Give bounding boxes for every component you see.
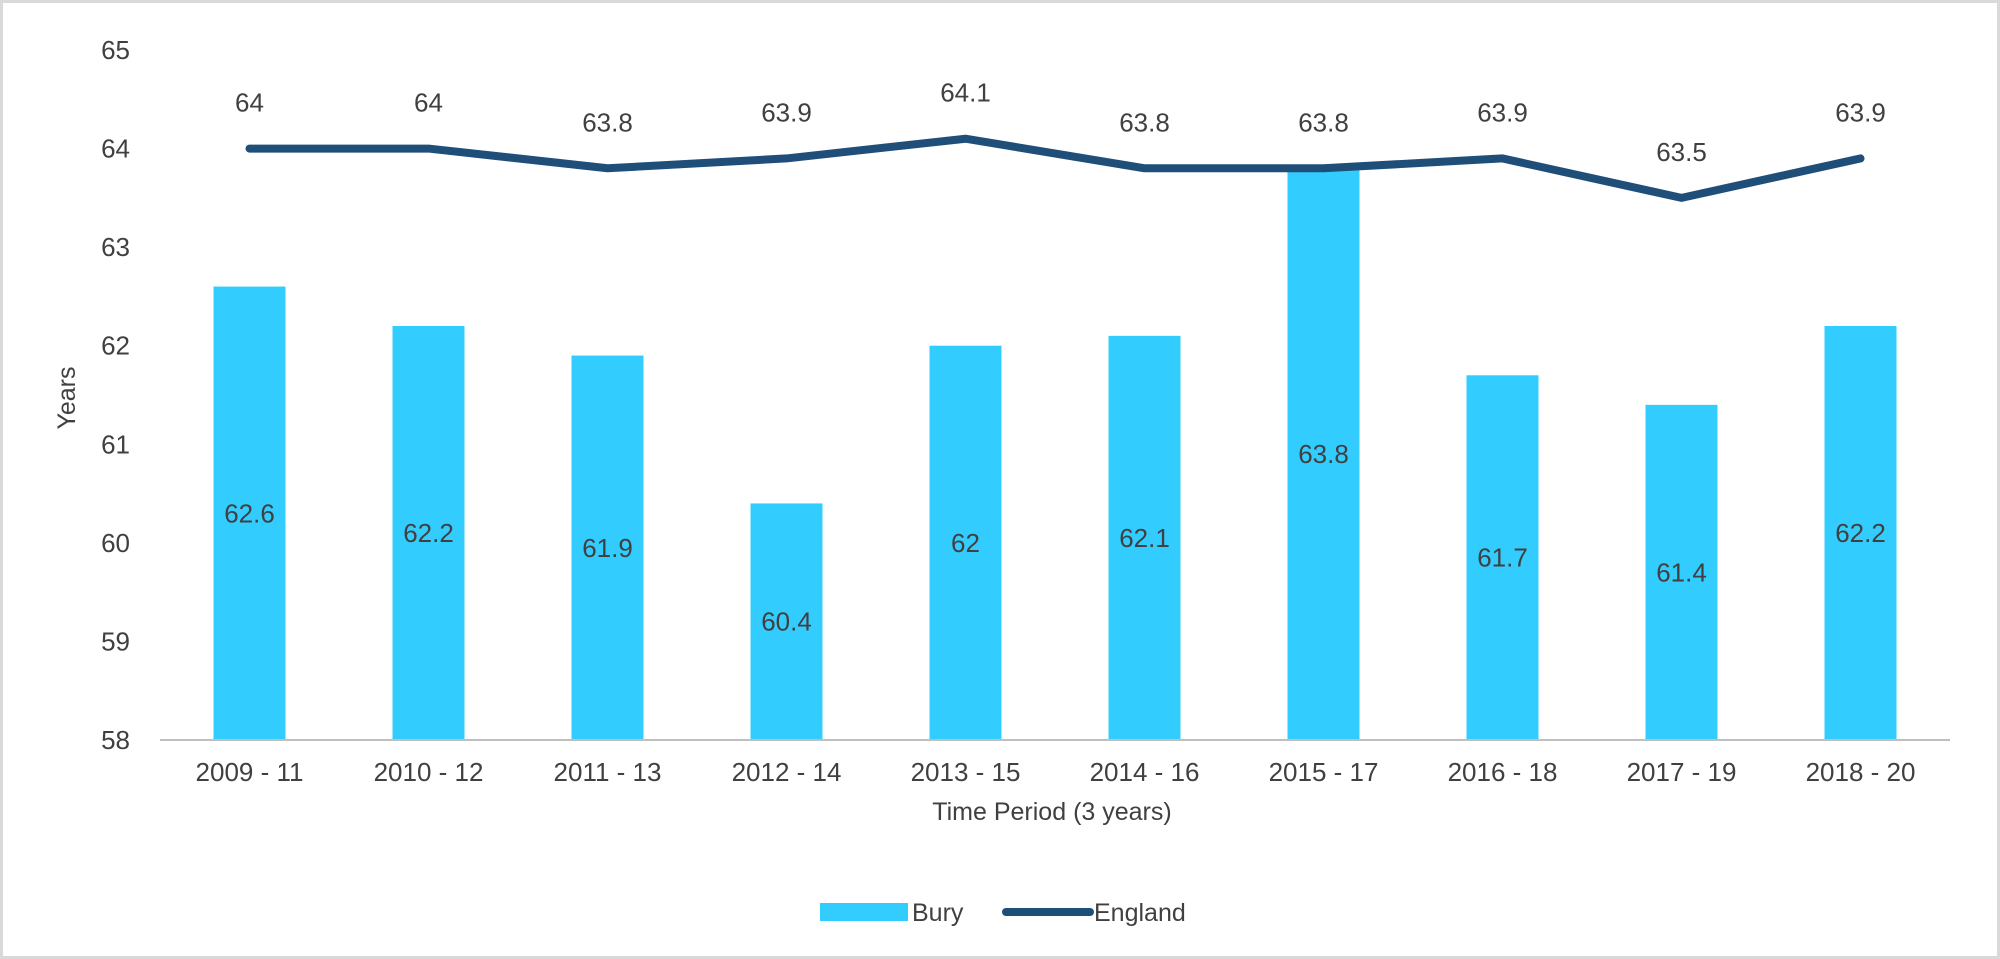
y-axis-title: Years	[53, 366, 81, 429]
legend: Bury England	[820, 899, 1186, 927]
bar-bury	[392, 326, 465, 740]
bar-data-label: 62	[951, 528, 980, 558]
bar-bury	[213, 286, 286, 740]
x-tick-label: 2010 - 12	[374, 757, 484, 787]
y-tick-label: 59	[101, 626, 130, 656]
y-tick-label: 60	[101, 528, 130, 558]
england-line	[245, 134, 1865, 202]
x-tick-label: 2015 - 17	[1269, 757, 1379, 787]
x-tick-label: 2012 - 14	[732, 757, 842, 787]
x-tick-label: 2016 - 18	[1448, 757, 1558, 787]
bar-data-label: 63.8	[1298, 439, 1349, 469]
y-tick-label: 63	[101, 232, 130, 262]
bury-bar-labels: 62.6 62.2 61.9 60.4 62 62.1 63.8 61.7 61.4 62.2	[224, 439, 1886, 637]
bar-bury	[1645, 404, 1718, 740]
y-tick-label: 65	[101, 35, 130, 65]
bar-data-label: 60.4	[761, 607, 812, 637]
bury-bars	[213, 168, 1897, 741]
england-series-line	[245, 134, 1865, 202]
legend-swatch-bury	[820, 903, 908, 921]
x-tick-label: 2017 - 19	[1627, 757, 1737, 787]
x-tick-label: 2014 - 16	[1090, 757, 1200, 787]
bar-bury	[1466, 375, 1539, 740]
bar-data-label: 61.7	[1477, 543, 1528, 573]
x-axis-ticks: 2009 - 11 2010 - 12 2011 - 13 2012 - 14 2013…	[196, 757, 1916, 787]
x-axis-title: Time Period (3 years)	[932, 798, 1171, 826]
bar-bury	[1287, 168, 1360, 741]
x-tick-label: 2018 - 20	[1806, 757, 1916, 787]
bar-bury	[750, 503, 823, 740]
y-tick-label: 58	[101, 725, 130, 755]
bar-data-label: 62.1	[1119, 523, 1170, 553]
england-line-labels: 64 64 63.8 63.9 64.1 63.8 63.8 63.9 63.5 63.9	[235, 78, 1886, 167]
legend-label-bury: Bury	[912, 899, 964, 927]
bar-data-label: 62.2	[403, 518, 454, 548]
bar-data-label: 61.9	[582, 533, 633, 563]
bar-bury	[571, 355, 644, 740]
bar-data-label: 61.4	[1656, 557, 1707, 587]
bar-bury	[1108, 335, 1181, 740]
bar-data-label: 62.6	[224, 498, 275, 528]
x-tick-label: 2011 - 13	[554, 757, 662, 787]
y-axis-ticks: 58 59 60 61 62 63 64 65	[101, 35, 130, 755]
bar-bury	[929, 345, 1002, 740]
x-tick-label: 2009 - 11	[196, 757, 304, 787]
legend-label-england: England	[1094, 899, 1186, 927]
y-tick-label: 62	[101, 331, 130, 361]
line-data-label: 64	[235, 88, 264, 118]
line-data-label: 63.9	[761, 97, 812, 127]
line-data-label: 64	[414, 88, 443, 118]
y-tick-label: 64	[101, 134, 130, 164]
line-data-label: 64.1	[940, 78, 991, 108]
line-data-label: 63.9	[1835, 97, 1886, 127]
line-data-label: 63.5	[1656, 137, 1707, 167]
bar-data-label: 62.2	[1835, 518, 1886, 548]
line-data-label: 63.8	[1298, 107, 1349, 137]
y-tick-label: 61	[101, 429, 130, 459]
line-data-label: 63.8	[1119, 107, 1170, 137]
line-data-label: 63.9	[1477, 97, 1528, 127]
x-tick-label: 2013 - 15	[911, 757, 1021, 787]
line-data-label: 63.8	[582, 107, 633, 137]
bar-bury	[1824, 326, 1897, 740]
